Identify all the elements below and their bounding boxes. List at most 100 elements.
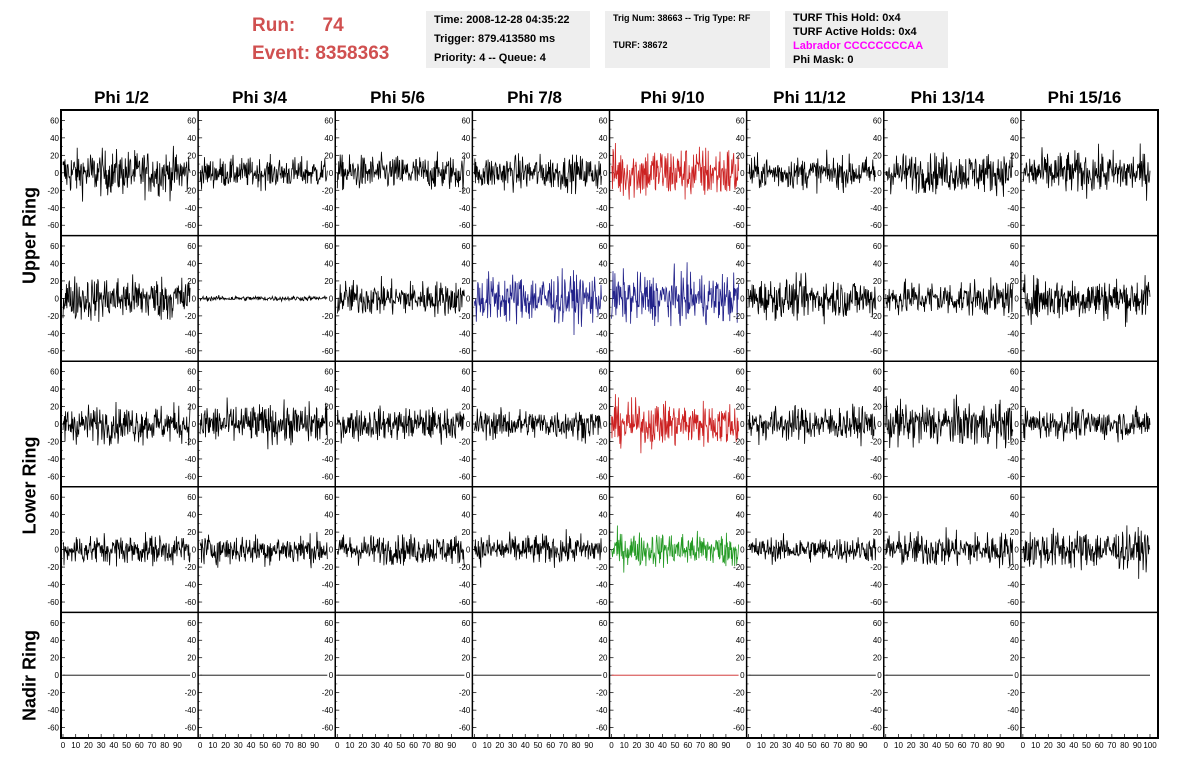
y-tick-label: -60 <box>1007 221 1019 230</box>
x-tick-label: 0 <box>61 741 66 750</box>
waveform-trace <box>611 394 739 454</box>
y-tick-label: 20 <box>461 277 470 286</box>
run-row: Run: 74 <box>252 12 389 40</box>
waveform-trace <box>474 153 602 195</box>
y-tick-label: 60 <box>599 368 608 377</box>
x-tick-label: 60 <box>135 741 144 750</box>
x-tick-label: 40 <box>1069 741 1078 750</box>
y-tick-label: 40 <box>187 385 196 394</box>
y-tick-label: 0 <box>55 671 60 680</box>
y-tick-label: -20 <box>870 186 882 195</box>
y-tick-label: -40 <box>596 455 608 464</box>
x-tick-label: 50 <box>671 741 680 750</box>
y-tick-label: -60 <box>1007 472 1019 481</box>
x-tick-label: 80 <box>846 741 855 750</box>
y-tick-label: 20 <box>324 277 333 286</box>
y-tick-label: -40 <box>459 581 471 590</box>
y-tick-label: 20 <box>324 403 333 412</box>
waveform-trace <box>336 151 465 193</box>
y-tick-label: 40 <box>1010 134 1019 143</box>
y-tick-label: -20 <box>596 563 608 572</box>
y-tick-label: -20 <box>733 563 745 572</box>
y-tick-label: 40 <box>187 134 196 143</box>
y-tick-label: -60 <box>1007 724 1019 733</box>
y-tick-label: -40 <box>733 329 745 338</box>
y-tick-label: 0 <box>740 294 745 303</box>
y-tick-label: 60 <box>599 493 608 502</box>
time-text: Time: 2008-12-28 04:35:22 <box>434 14 570 26</box>
y-tick-label: -60 <box>322 221 334 230</box>
y-tick-label: -20 <box>596 689 608 698</box>
waveform-trace <box>885 394 1014 449</box>
y-tick-label: 0 <box>55 169 60 178</box>
x-tick-label: 50 <box>259 741 268 750</box>
y-tick-label: 40 <box>1010 385 1019 394</box>
y-tick-label: 20 <box>1010 277 1019 286</box>
y-tick-label: 20 <box>599 403 608 412</box>
y-tick-label: -60 <box>322 472 334 481</box>
waveform-trace <box>474 407 602 444</box>
y-tick-label: -40 <box>733 204 745 213</box>
y-tick-label: 60 <box>461 619 470 628</box>
y-tick-label: -20 <box>733 186 745 195</box>
y-tick-label: 0 <box>877 169 882 178</box>
y-tick-label: 0 <box>603 169 608 178</box>
y-tick-label: 40 <box>50 511 59 520</box>
y-tick-label: -20 <box>870 563 882 572</box>
x-tick-label: 70 <box>148 741 157 750</box>
y-tick-label: 40 <box>873 259 882 268</box>
turf-this-hold-text: TURF This Hold: 0x4 <box>793 12 901 24</box>
y-tick-label: 0 <box>466 294 471 303</box>
y-tick-label: 0 <box>192 294 197 303</box>
y-tick-label: -60 <box>733 221 745 230</box>
x-tick-label: 90 <box>447 741 456 750</box>
phi-header-7: Phi 13/14 <box>910 88 985 107</box>
waveform-trace <box>199 294 328 303</box>
turf-text: TURF: 38672 <box>613 40 668 50</box>
y-tick-label: 40 <box>324 385 333 394</box>
x-tick-label: 10 <box>757 741 766 750</box>
x-tick-label: 90 <box>721 741 730 750</box>
time-trigger-panel: Time: 2008-12-28 04:35:22 Trigger: 879.4… <box>426 11 590 68</box>
y-tick-label: 60 <box>873 493 882 502</box>
x-tick-label: 20 <box>84 741 93 750</box>
x-tick-label: 20 <box>221 741 230 750</box>
trigger-text: Trigger: 879.413580 ms <box>434 33 556 45</box>
x-tick-label: 80 <box>983 741 992 750</box>
waveform-trace <box>611 525 739 573</box>
y-tick-label: -60 <box>322 347 334 356</box>
y-tick-label: -60 <box>596 347 608 356</box>
waveform-trace <box>748 149 877 194</box>
x-tick-label: 70 <box>285 741 294 750</box>
x-tick-label: 30 <box>782 741 791 750</box>
y-tick-label: -40 <box>1007 329 1019 338</box>
y-tick-label: -40 <box>47 329 59 338</box>
y-tick-label: 60 <box>50 493 59 502</box>
event-row: Event: 8358363 <box>252 40 389 68</box>
y-tick-label: -60 <box>185 221 197 230</box>
y-tick-label: 40 <box>736 511 745 520</box>
y-tick-label: -20 <box>596 186 608 195</box>
y-tick-label: 20 <box>1010 403 1019 412</box>
turf-active-holds-text: TURF Active Holds: 0x4 <box>793 26 917 38</box>
x-tick-label: 20 <box>770 741 779 750</box>
y-tick-label: -40 <box>596 204 608 213</box>
y-tick-label: 60 <box>324 493 333 502</box>
y-tick-label: -60 <box>185 598 197 607</box>
y-tick-label: -60 <box>870 472 882 481</box>
x-tick-label: 50 <box>1082 741 1091 750</box>
y-tick-label: -40 <box>870 329 882 338</box>
y-tick-label: 60 <box>461 493 470 502</box>
y-tick-label: 0 <box>329 169 334 178</box>
y-tick-label: 60 <box>873 116 882 125</box>
y-tick-label: 20 <box>873 151 882 160</box>
y-tick-label: 40 <box>873 636 882 645</box>
y-tick-label: 20 <box>187 277 196 286</box>
y-tick-label: 40 <box>1010 636 1019 645</box>
y-tick-label: 20 <box>187 654 196 663</box>
y-tick-label: 40 <box>873 385 882 394</box>
y-tick-label: -40 <box>47 455 59 464</box>
y-tick-label: 0 <box>192 169 197 178</box>
y-tick-label: 40 <box>324 259 333 268</box>
y-tick-label: -60 <box>322 724 334 733</box>
